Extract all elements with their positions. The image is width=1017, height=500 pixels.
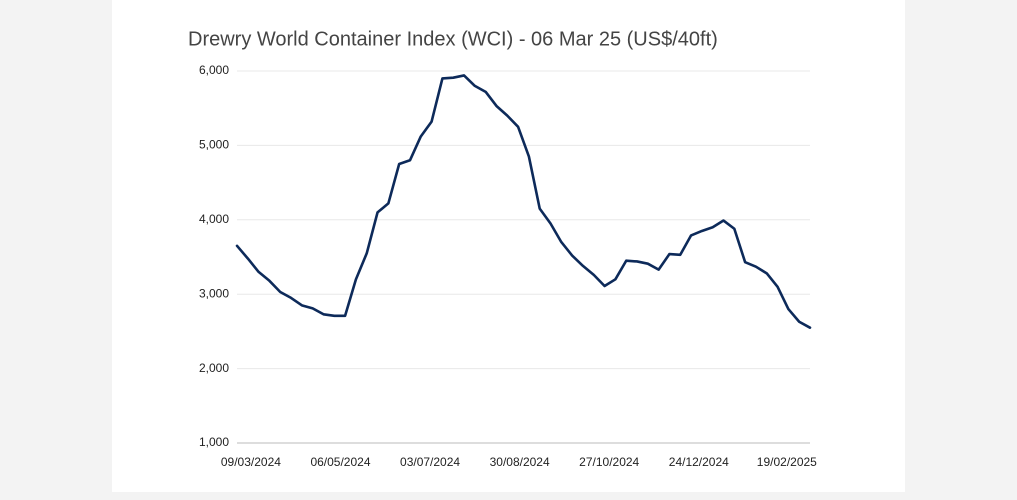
y-tick-label: 4,000 [199, 212, 229, 226]
x-tick-label: 06/05/2024 [310, 455, 370, 469]
y-tick-label: 2,000 [199, 361, 229, 375]
x-tick-label: 24/12/2024 [669, 455, 729, 469]
x-tick-label: 19/02/2025 [757, 455, 817, 469]
x-tick-label: 03/07/2024 [400, 455, 460, 469]
x-tick-label: 30/08/2024 [490, 455, 550, 469]
chart-title: Drewry World Container Index (WCI) - 06 … [188, 28, 718, 50]
y-tick-label: 1,000 [199, 435, 229, 449]
y-tick-label: 5,000 [199, 138, 229, 152]
chart-panel [112, 0, 905, 492]
y-tick-label: 3,000 [199, 286, 229, 300]
data-line [235, 74, 812, 329]
x-tick-label: 09/03/2024 [221, 455, 281, 469]
y-tick-label: 6,000 [199, 63, 229, 77]
x-tick-label: 27/10/2024 [579, 455, 639, 469]
